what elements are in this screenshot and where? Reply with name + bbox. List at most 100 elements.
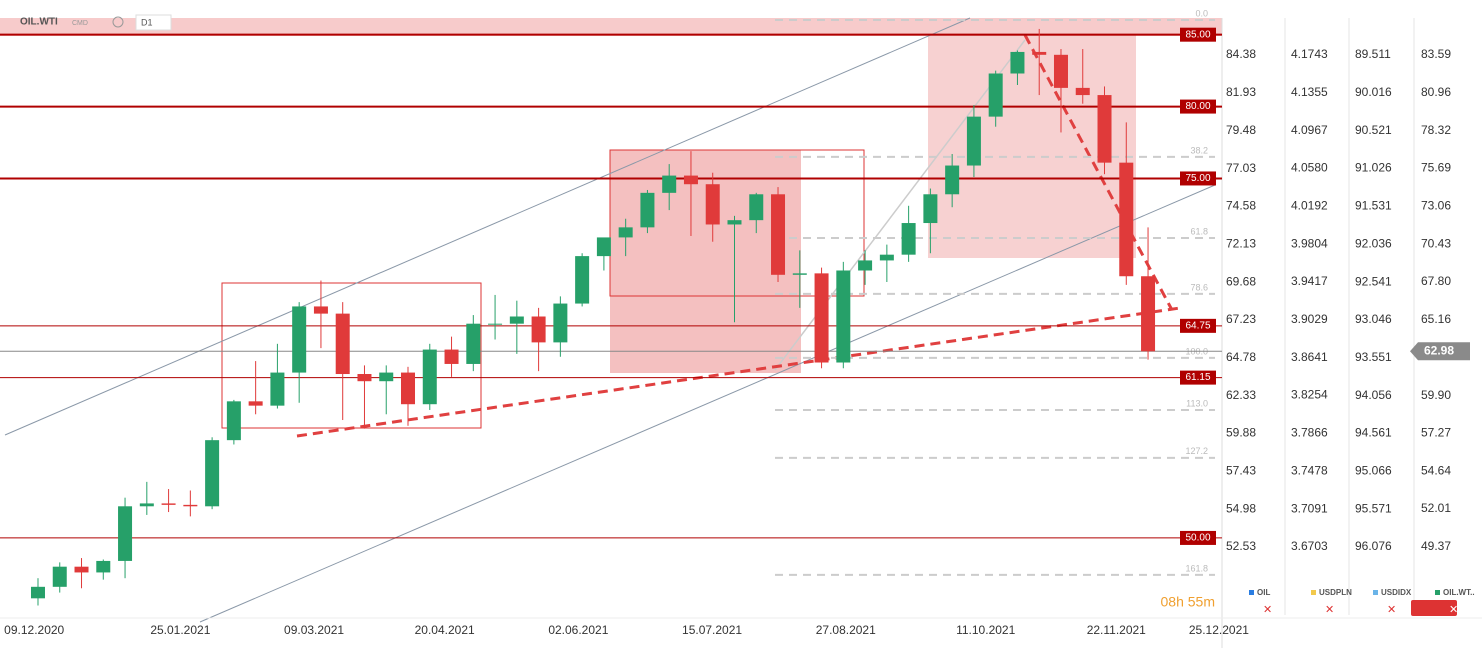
candle-body — [205, 440, 220, 507]
candle-body — [966, 116, 981, 166]
x-tick-label: 09.03.2021 — [284, 623, 344, 637]
candle-body — [814, 273, 829, 363]
y-tick-label: 3.9029 — [1291, 312, 1328, 326]
candle-body — [30, 586, 45, 599]
candle-body — [1075, 87, 1090, 96]
candle-body — [401, 372, 416, 405]
legend-label: USDPLN — [1319, 588, 1352, 597]
fib-label: 78.6 — [1190, 282, 1208, 292]
y-tick-label: 3.7866 — [1291, 426, 1328, 440]
y-tick-label: 78.32 — [1421, 123, 1451, 137]
y-tick-label: 90.016 — [1355, 85, 1392, 99]
candle-body — [248, 401, 263, 406]
candle-body — [618, 227, 633, 238]
y-tick-label: 91.531 — [1355, 199, 1392, 213]
level-label: 64.75 — [1185, 320, 1210, 331]
level-badge — [1180, 370, 1216, 385]
y-tick-label: 93.046 — [1355, 312, 1392, 326]
legend-label: OIL.WT.. — [1443, 588, 1475, 597]
candle-body — [945, 165, 960, 195]
candle-body — [988, 73, 1003, 117]
legend-close: ✕ — [1387, 604, 1396, 616]
legend-swatch — [1435, 590, 1440, 595]
candle-body — [96, 560, 111, 573]
y-tick-label: 77.03 — [1226, 161, 1256, 175]
fib-label: 61.8 — [1190, 226, 1208, 236]
x-tick-label: 25.01.2021 — [150, 623, 210, 637]
interval[interactable]: D1 — [141, 17, 153, 27]
candle-body — [531, 316, 546, 343]
y-tick-label: 3.8641 — [1291, 350, 1328, 364]
y-tick-label: 67.23 — [1226, 312, 1256, 326]
candle-body — [596, 237, 611, 257]
level-label: 61.15 — [1185, 372, 1210, 383]
header: OIL.WTI CMD D1 — [20, 14, 172, 31]
candle-body — [879, 254, 894, 261]
y-tick-label: 74.58 — [1226, 199, 1256, 213]
legend-close: ✕ — [1449, 604, 1458, 616]
level-badge — [1180, 99, 1216, 114]
level-label: 75.00 — [1185, 173, 1210, 184]
y-tick-label: 95.066 — [1355, 464, 1392, 478]
y-tick-label: 67.80 — [1421, 274, 1451, 288]
legend-active — [1411, 600, 1457, 616]
y-tick-label: 54.98 — [1226, 501, 1256, 515]
fib-label: 113.0 — [1186, 398, 1208, 408]
level-badge — [1180, 318, 1216, 333]
y-tick-label: 79.48 — [1226, 123, 1256, 137]
legend-swatch — [1311, 590, 1316, 595]
y-tick-label: 4.0967 — [1291, 123, 1328, 137]
info-icon[interactable] — [112, 16, 124, 28]
y-tick-label: 3.8254 — [1291, 388, 1328, 402]
y-tick-label: 4.1743 — [1291, 47, 1328, 61]
legend-swatch — [1249, 590, 1254, 595]
candle-body — [901, 223, 916, 255]
y-tick-label: 83.59 — [1421, 47, 1451, 61]
drawings — [0, 17, 1222, 623]
candle-body — [575, 256, 590, 304]
y-tick-label: 89.511 — [1355, 47, 1391, 61]
candle-body — [1032, 51, 1047, 55]
symbol: OIL.WTI — [20, 17, 58, 28]
x-tick-label: 22.11.2021 — [1087, 623, 1146, 637]
candle-body — [139, 503, 154, 507]
legend-label: OIL — [1257, 588, 1270, 597]
y-tick-label: 52.53 — [1226, 539, 1256, 553]
y-tick-label: 72.13 — [1226, 236, 1256, 250]
y-tick-label: 3.9804 — [1291, 236, 1328, 250]
x-tick-label: 20.04.2021 — [415, 623, 475, 637]
candle-body — [444, 349, 459, 364]
legend-close: ✕ — [1263, 604, 1272, 616]
y-tick-label: 4.1355 — [1291, 85, 1328, 99]
y-tick-label: 69.68 — [1226, 274, 1256, 288]
candle-body — [640, 192, 655, 228]
price-badge — [1410, 342, 1470, 361]
y-tick-label: 3.9417 — [1291, 274, 1328, 288]
candle-body — [52, 566, 67, 587]
timer: 08h 55m — [1161, 594, 1215, 610]
candle-body — [161, 503, 176, 505]
level-badge — [1180, 530, 1216, 545]
y-tick-label: 93.551 — [1355, 350, 1392, 364]
legend-close: ✕ — [1325, 604, 1334, 616]
y-tick-label: 73.06 — [1421, 199, 1451, 213]
y-tick-label: 95.571 — [1355, 501, 1392, 515]
y-tick-label: 3.6703 — [1291, 539, 1328, 553]
candle-body — [553, 303, 568, 343]
candle-body — [422, 349, 437, 405]
level-label: 50.00 — [1185, 533, 1210, 544]
candle-body — [1010, 51, 1025, 74]
y-tick-label: 75.69 — [1421, 161, 1451, 175]
candle-body — [771, 194, 786, 275]
interval-box[interactable] — [135, 14, 172, 31]
candle-body — [183, 504, 198, 507]
y-tick-label: 4.0580 — [1291, 161, 1328, 175]
candle-body — [292, 306, 307, 373]
legend-swatch — [1373, 590, 1378, 595]
candle-body — [226, 401, 241, 441]
fib-label: 127.2 — [1185, 446, 1208, 456]
candle-body — [749, 194, 764, 221]
exchange: CMD — [72, 20, 88, 27]
candle-body — [1097, 95, 1112, 163]
